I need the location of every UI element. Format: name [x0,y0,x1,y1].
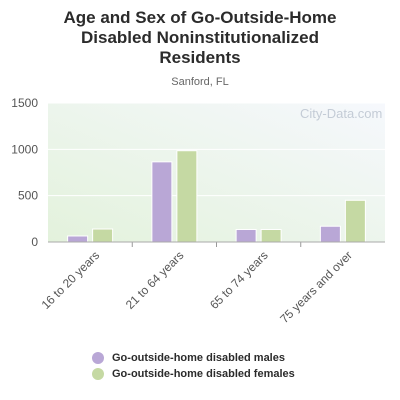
x-tick-label: 65 to 74 years [207,248,271,312]
bar-females [176,150,198,243]
y-tick-label: 500 [18,189,38,203]
bar-females [344,199,366,243]
x-tick-label: 75 years and over [277,248,355,326]
bar-males [319,225,341,243]
watermark: City-Data.com [300,106,382,121]
title-line: Residents [159,48,241,67]
plot-area [48,103,385,242]
bar-females [92,228,114,243]
chart-title: Age and Sex of Go-Outside-Home Disabled … [0,8,400,68]
y-tick-label: 1500 [11,96,38,110]
chart-subtitle: Sanford, FL [171,76,229,88]
bar-males [67,235,89,243]
y-tick-label: 0 [31,235,38,249]
legend-swatch-females [92,368,104,380]
y-tick-label: 1000 [11,142,38,156]
legend-item-females: Go-outside-home disabled females [92,366,295,382]
x-tick-label: 21 to 64 years [123,248,187,312]
bar-males [151,161,173,243]
legend: Go-outside-home disabled males Go-outsid… [92,350,295,382]
legend-label-males: Go-outside-home disabled males [112,352,285,364]
legend-swatch-males [92,352,104,364]
title-line: Age and Sex of Go-Outside-Home [63,8,337,27]
x-tick-label: 16 to 20 years [39,248,103,312]
legend-label-females: Go-outside-home disabled females [112,368,295,380]
bar-males [235,228,257,243]
bar-females [260,228,282,243]
title-line: Disabled Noninstitutionalized [80,28,319,47]
legend-item-males: Go-outside-home disabled males [92,350,295,366]
